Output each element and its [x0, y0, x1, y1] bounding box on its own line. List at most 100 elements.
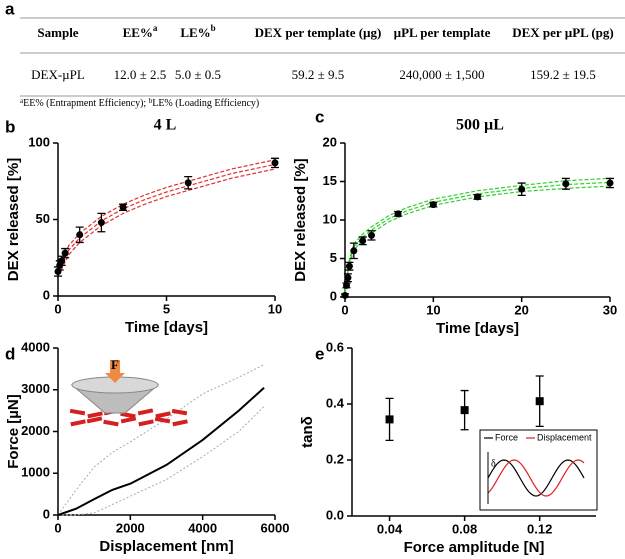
wave	[487, 459, 585, 497]
x-tick-label: 2000	[116, 520, 145, 535]
panel-label: d	[5, 344, 15, 363]
footnote-sup: b	[149, 97, 153, 105]
point	[359, 237, 367, 245]
column-header: µPL per template	[394, 25, 491, 40]
table-cell: 159.2 ± 19.5	[530, 67, 596, 82]
header-sup: a	[153, 23, 158, 33]
y-tick-label: 0.6	[326, 339, 344, 354]
point	[341, 291, 349, 299]
y-tick-label: 4000	[21, 339, 50, 354]
fiber	[120, 416, 137, 424]
fiber	[171, 408, 188, 416]
point	[474, 193, 481, 201]
x-tick-label: 6000	[261, 520, 290, 535]
table-cell: 5.0 ± 0.5	[175, 67, 221, 82]
x-tick-label: 0.04	[377, 521, 403, 536]
y-tick-label: 0	[43, 506, 50, 521]
footnote: aEE% (Entrapment Efficiency); bLE% (Load…	[20, 97, 259, 110]
x-tick-label: 20	[514, 302, 528, 317]
point	[61, 249, 69, 257]
phase-label: δ	[491, 458, 496, 469]
force-label: F	[111, 357, 119, 372]
y-tick-label: 5	[330, 250, 337, 265]
point	[345, 262, 353, 270]
x-axis-title: Displacement [nm]	[99, 538, 233, 555]
chart-title: 4 L	[154, 117, 177, 134]
y-tick-label: 0.2	[326, 451, 344, 466]
column-header: LE%b	[180, 23, 215, 40]
fiber	[155, 411, 171, 419]
fiber	[172, 419, 188, 427]
x-tick-label: 30	[603, 302, 617, 317]
footnote-sup: a	[20, 97, 24, 105]
indenter-icon	[69, 360, 188, 427]
point	[97, 219, 105, 227]
header-text: EE%	[123, 25, 153, 40]
fiber	[69, 408, 86, 416]
table-cell: 12.0 ± 2.5	[114, 67, 167, 82]
point	[184, 179, 192, 187]
y-tick-label: 10	[323, 211, 337, 226]
point	[350, 247, 358, 255]
point	[271, 159, 279, 167]
point	[518, 185, 526, 193]
fit-line	[57, 163, 276, 274]
column-header: DEX per µPL (pg)	[512, 25, 614, 40]
y-tick-label: 3000	[21, 381, 50, 396]
fiber	[138, 419, 154, 427]
x-tick-label: 0.08	[452, 521, 477, 536]
point	[562, 180, 570, 188]
x-tick-label: 0.12	[527, 521, 552, 536]
inset-box	[479, 429, 598, 511]
y-axis-title: tanδ	[299, 416, 316, 448]
column-header: EE%a	[123, 23, 158, 40]
y-axis-title: Force [µN]	[5, 394, 22, 468]
y-tick-label: 1000	[21, 465, 50, 480]
y-tick-label: 20	[323, 134, 337, 149]
y-tick-label: 15	[323, 173, 337, 188]
y-tick-label: 0	[43, 287, 50, 302]
x-axis-title: Time [days]	[125, 319, 208, 336]
point	[368, 231, 375, 239]
fit-bound	[57, 159, 276, 271]
table-cell: 240,000 ± 1,500	[399, 67, 484, 82]
point	[606, 179, 614, 187]
header-text: LE%	[180, 25, 210, 40]
y-axis-title: DEX released [%]	[292, 158, 309, 281]
x-tick-label: 10	[426, 302, 440, 317]
panel-label: c	[315, 107, 324, 126]
range-line	[57, 364, 265, 516]
y-tick-label: 0.0	[326, 507, 344, 522]
header-text: µPL per template	[394, 25, 491, 40]
table-cell: 59.2 ± 9.5	[292, 67, 345, 82]
point	[119, 203, 127, 211]
point	[460, 406, 469, 415]
arrow-head	[105, 373, 125, 383]
footnote-text: LE% (Loading Efficiency)	[152, 98, 259, 109]
x-tick-label: 4000	[188, 520, 217, 535]
chart-title: 500 µL	[456, 117, 504, 134]
legend-label: Displacement	[537, 432, 592, 442]
range-line	[58, 406, 265, 516]
panel-label: e	[315, 344, 324, 363]
header-text: DEX per template (µg)	[255, 25, 382, 40]
x-axis-title: Force amplitude [N]	[404, 539, 545, 556]
point	[54, 268, 62, 276]
y-tick-label: 0	[330, 288, 337, 303]
footnote-text: EE% (Entrapment Efficiency);	[23, 98, 149, 109]
x-tick-label: 0	[54, 520, 61, 535]
header-text: DEX per µPL (pg)	[512, 25, 614, 40]
x-tick-label: 0	[54, 301, 61, 316]
column-header: DEX per template (µg)	[255, 25, 382, 40]
y-tick-label: 2000	[21, 423, 50, 438]
y-tick-label: 100	[28, 134, 50, 149]
point	[535, 397, 544, 406]
panel-label: b	[5, 117, 15, 136]
y-tick-label: 0.4	[326, 395, 345, 410]
header-sup: b	[211, 23, 216, 33]
data-line	[57, 386, 265, 516]
fiber	[103, 419, 119, 427]
point	[76, 231, 84, 239]
point	[344, 274, 352, 282]
